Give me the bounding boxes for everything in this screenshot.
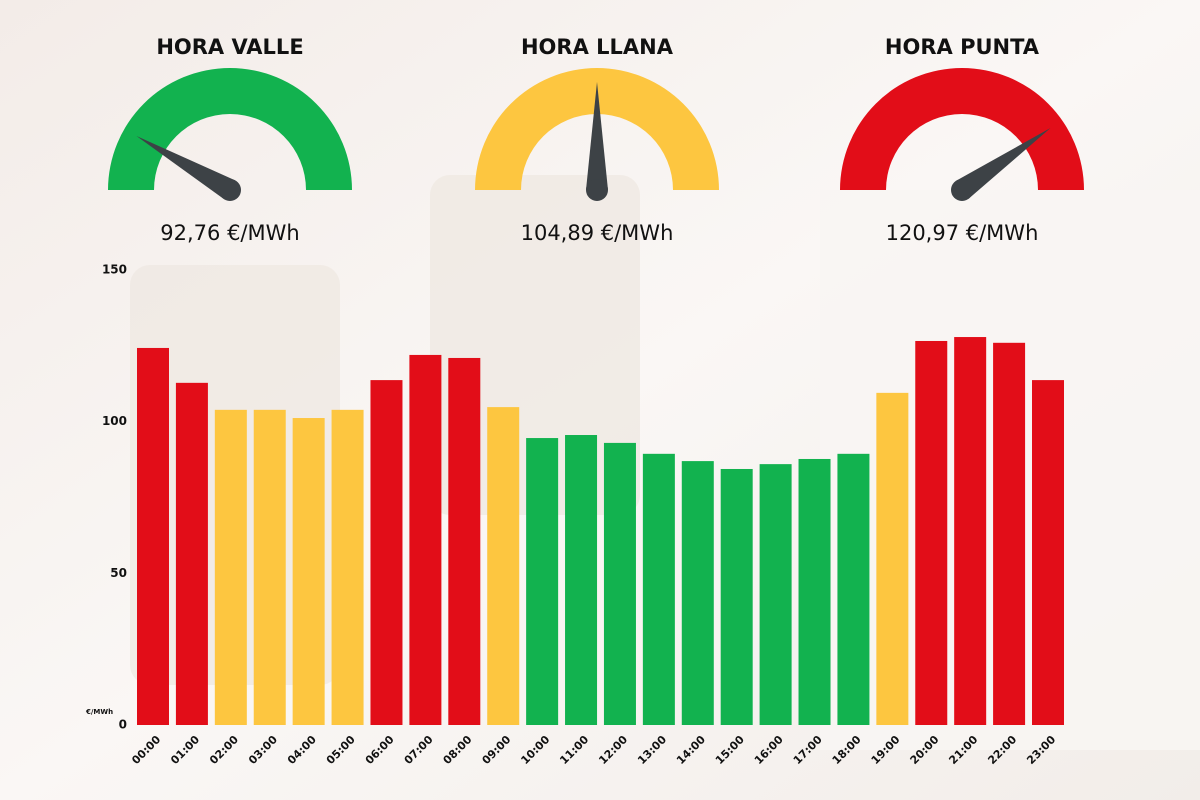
bar [954,337,987,725]
bar [837,453,870,725]
gauge-title: HORA PUNTA [885,35,1040,59]
bar [915,340,948,725]
gauge-needle [955,128,1051,200]
gauge-value: 120,97 €/MWh [886,221,1039,245]
gauge-hub [219,179,241,201]
gauge-value: 104,89 €/MWh [521,221,674,245]
bar [603,442,636,725]
bar [214,409,247,725]
bar [798,458,831,725]
bar [370,380,403,725]
gauge-arc [108,68,352,190]
gauge-title: HORA LLANA [521,35,674,59]
bar [137,347,169,725]
bar [876,392,909,725]
bar [1032,380,1064,725]
bar [487,407,520,725]
gauge-hub [951,179,973,201]
bar [759,464,792,725]
y-tick-label: 100 [102,414,127,428]
bar [253,409,286,725]
gauge-needle [586,82,608,190]
bar [448,357,481,725]
bar [720,468,753,725]
bar [292,418,325,725]
coin-stack [430,175,640,515]
gauge-value: 92,76 €/MWh [160,221,299,245]
gauge-arc [475,68,719,190]
bar [409,354,442,725]
y-tick-label: 0 [119,718,127,732]
bar [642,453,675,725]
y-tick-label: 50 [110,566,127,580]
gauge-arc [840,68,1084,190]
y-axis-label: €/MWh [85,708,113,716]
bar [175,382,208,725]
gauge-hub [586,179,608,201]
bar [681,461,714,725]
gauge-title: HORA VALLE [156,35,303,59]
bar [526,438,559,725]
y-tick-label: 150 [102,263,127,277]
bar [565,435,598,725]
bar [993,342,1026,725]
gauge-needle [136,136,236,200]
bar [331,409,364,725]
